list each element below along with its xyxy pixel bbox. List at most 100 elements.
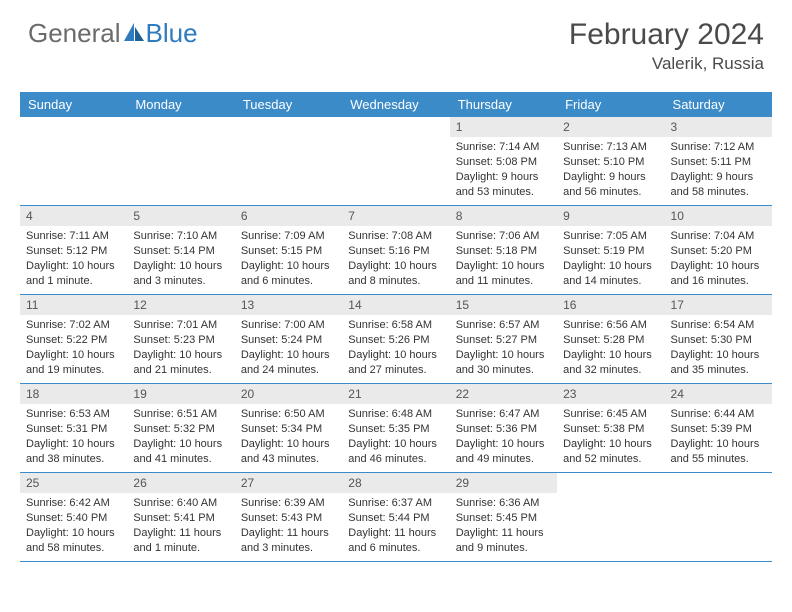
day-body: Sunrise: 6:45 AMSunset: 5:38 PMDaylight:… (557, 404, 664, 470)
day-number: 24 (665, 384, 772, 404)
day-cell: 22Sunrise: 6:47 AMSunset: 5:36 PMDayligh… (450, 384, 557, 472)
day-number: 21 (342, 384, 449, 404)
day-cell: 26Sunrise: 6:40 AMSunset: 5:41 PMDayligh… (127, 473, 234, 561)
day-number: 15 (450, 295, 557, 315)
day-number: 2 (557, 117, 664, 137)
daylight-text: Daylight: 10 hours and 35 minutes. (671, 348, 766, 378)
day-number: 10 (665, 206, 772, 226)
sunset-text: Sunset: 5:18 PM (456, 244, 551, 259)
day-cell: 11Sunrise: 7:02 AMSunset: 5:22 PMDayligh… (20, 295, 127, 383)
sunrise-text: Sunrise: 6:40 AM (133, 496, 228, 511)
sunset-text: Sunset: 5:28 PM (563, 333, 658, 348)
day-cell (235, 117, 342, 205)
day-body: Sunrise: 7:04 AMSunset: 5:20 PMDaylight:… (665, 226, 772, 292)
sunset-text: Sunset: 5:39 PM (671, 422, 766, 437)
day-body: Sunrise: 7:11 AMSunset: 5:12 PMDaylight:… (20, 226, 127, 292)
day-number: 14 (342, 295, 449, 315)
day-number: 11 (20, 295, 127, 315)
sunrise-text: Sunrise: 6:53 AM (26, 407, 121, 422)
sunset-text: Sunset: 5:15 PM (241, 244, 336, 259)
weeks-container: 1Sunrise: 7:14 AMSunset: 5:08 PMDaylight… (20, 117, 772, 562)
day-number: 8 (450, 206, 557, 226)
day-number: 18 (20, 384, 127, 404)
weekday-header: Wednesday (342, 92, 449, 117)
day-cell: 3Sunrise: 7:12 AMSunset: 5:11 PMDaylight… (665, 117, 772, 205)
daylight-text: Daylight: 10 hours and 11 minutes. (456, 259, 551, 289)
sunrise-text: Sunrise: 7:12 AM (671, 140, 766, 155)
daylight-text: Daylight: 10 hours and 41 minutes. (133, 437, 228, 467)
weekday-header: Saturday (665, 92, 772, 117)
day-body: Sunrise: 7:14 AMSunset: 5:08 PMDaylight:… (450, 137, 557, 203)
day-number: 5 (127, 206, 234, 226)
sunset-text: Sunset: 5:27 PM (456, 333, 551, 348)
day-body: Sunrise: 6:57 AMSunset: 5:27 PMDaylight:… (450, 315, 557, 381)
day-body: Sunrise: 6:58 AMSunset: 5:26 PMDaylight:… (342, 315, 449, 381)
sunrise-text: Sunrise: 7:02 AM (26, 318, 121, 333)
sunrise-text: Sunrise: 6:48 AM (348, 407, 443, 422)
sunrise-text: Sunrise: 7:08 AM (348, 229, 443, 244)
day-body: Sunrise: 6:48 AMSunset: 5:35 PMDaylight:… (342, 404, 449, 470)
day-number: 6 (235, 206, 342, 226)
day-body: Sunrise: 6:40 AMSunset: 5:41 PMDaylight:… (127, 493, 234, 559)
day-cell: 6Sunrise: 7:09 AMSunset: 5:15 PMDaylight… (235, 206, 342, 294)
daylight-text: Daylight: 10 hours and 58 minutes. (26, 526, 121, 556)
day-cell: 14Sunrise: 6:58 AMSunset: 5:26 PMDayligh… (342, 295, 449, 383)
day-number: 3 (665, 117, 772, 137)
daylight-text: Daylight: 11 hours and 3 minutes. (241, 526, 336, 556)
day-cell: 4Sunrise: 7:11 AMSunset: 5:12 PMDaylight… (20, 206, 127, 294)
weekday-header-row: Sunday Monday Tuesday Wednesday Thursday… (20, 92, 772, 117)
weekday-header: Thursday (450, 92, 557, 117)
month-title: February 2024 (569, 18, 764, 52)
week-row: 1Sunrise: 7:14 AMSunset: 5:08 PMDaylight… (20, 117, 772, 206)
sunset-text: Sunset: 5:30 PM (671, 333, 766, 348)
sunrise-text: Sunrise: 6:47 AM (456, 407, 551, 422)
daylight-text: Daylight: 9 hours and 53 minutes. (456, 170, 551, 200)
day-cell: 25Sunrise: 6:42 AMSunset: 5:40 PMDayligh… (20, 473, 127, 561)
sunset-text: Sunset: 5:38 PM (563, 422, 658, 437)
daylight-text: Daylight: 10 hours and 38 minutes. (26, 437, 121, 467)
sunrise-text: Sunrise: 6:54 AM (671, 318, 766, 333)
day-number: 29 (450, 473, 557, 493)
sunrise-text: Sunrise: 6:51 AM (133, 407, 228, 422)
sunrise-text: Sunrise: 7:01 AM (133, 318, 228, 333)
brand-part1: General (28, 18, 121, 49)
sunset-text: Sunset: 5:32 PM (133, 422, 228, 437)
day-cell: 20Sunrise: 6:50 AMSunset: 5:34 PMDayligh… (235, 384, 342, 472)
daylight-text: Daylight: 10 hours and 55 minutes. (671, 437, 766, 467)
sunset-text: Sunset: 5:16 PM (348, 244, 443, 259)
daylight-text: Daylight: 10 hours and 27 minutes. (348, 348, 443, 378)
sunrise-text: Sunrise: 6:37 AM (348, 496, 443, 511)
day-cell: 29Sunrise: 6:36 AMSunset: 5:45 PMDayligh… (450, 473, 557, 561)
day-number: 23 (557, 384, 664, 404)
day-body: Sunrise: 6:53 AMSunset: 5:31 PMDaylight:… (20, 404, 127, 470)
week-row: 11Sunrise: 7:02 AMSunset: 5:22 PMDayligh… (20, 295, 772, 384)
day-cell (665, 473, 772, 561)
day-cell: 10Sunrise: 7:04 AMSunset: 5:20 PMDayligh… (665, 206, 772, 294)
day-body: Sunrise: 7:09 AMSunset: 5:15 PMDaylight:… (235, 226, 342, 292)
sunset-text: Sunset: 5:19 PM (563, 244, 658, 259)
sunrise-text: Sunrise: 6:50 AM (241, 407, 336, 422)
day-cell: 7Sunrise: 7:08 AMSunset: 5:16 PMDaylight… (342, 206, 449, 294)
day-number: 27 (235, 473, 342, 493)
day-cell: 24Sunrise: 6:44 AMSunset: 5:39 PMDayligh… (665, 384, 772, 472)
sunset-text: Sunset: 5:14 PM (133, 244, 228, 259)
day-number: 7 (342, 206, 449, 226)
sunrise-text: Sunrise: 7:04 AM (671, 229, 766, 244)
day-body: Sunrise: 7:10 AMSunset: 5:14 PMDaylight:… (127, 226, 234, 292)
day-cell: 8Sunrise: 7:06 AMSunset: 5:18 PMDaylight… (450, 206, 557, 294)
sunrise-text: Sunrise: 7:10 AM (133, 229, 228, 244)
daylight-text: Daylight: 10 hours and 21 minutes. (133, 348, 228, 378)
sunrise-text: Sunrise: 6:58 AM (348, 318, 443, 333)
sunset-text: Sunset: 5:34 PM (241, 422, 336, 437)
day-cell: 28Sunrise: 6:37 AMSunset: 5:44 PMDayligh… (342, 473, 449, 561)
sunrise-text: Sunrise: 6:39 AM (241, 496, 336, 511)
day-cell: 1Sunrise: 7:14 AMSunset: 5:08 PMDaylight… (450, 117, 557, 205)
sunrise-text: Sunrise: 7:14 AM (456, 140, 551, 155)
sunrise-text: Sunrise: 7:09 AM (241, 229, 336, 244)
sunset-text: Sunset: 5:24 PM (241, 333, 336, 348)
daylight-text: Daylight: 10 hours and 46 minutes. (348, 437, 443, 467)
daylight-text: Daylight: 11 hours and 9 minutes. (456, 526, 551, 556)
day-body: Sunrise: 7:08 AMSunset: 5:16 PMDaylight:… (342, 226, 449, 292)
daylight-text: Daylight: 10 hours and 8 minutes. (348, 259, 443, 289)
daylight-text: Daylight: 10 hours and 24 minutes. (241, 348, 336, 378)
